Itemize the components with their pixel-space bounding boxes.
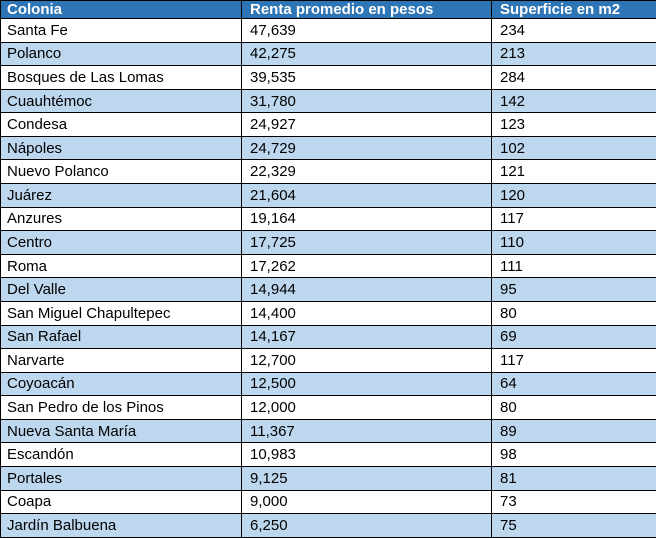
superficie-cell: 69 — [491, 324, 656, 350]
renta-cell: 22,329 — [241, 159, 492, 185]
colonia-cell: Escandón — [0, 442, 242, 467]
renta-cell: 9,000 — [241, 489, 492, 515]
superficie-cell: 284 — [491, 65, 656, 90]
superficie-cell: 213 — [491, 41, 656, 67]
colonia-cell: Jardín Balbuena — [0, 513, 242, 538]
superficie-cell: 111 — [491, 253, 656, 279]
table-row: San Pedro de los Pinos 12,000 80 — [0, 395, 656, 420]
renta-cell: 42,275 — [241, 41, 492, 67]
renta-cell: 47,639 — [241, 18, 492, 43]
colonia-cell: Bosques de Las Lomas — [0, 65, 242, 90]
superficie-cell: 89 — [491, 418, 656, 444]
colonia-cell: Nápoles — [0, 135, 242, 161]
colonia-cell: San Miguel Chapultepec — [0, 300, 242, 326]
colonia-cell: Polanco — [0, 41, 242, 67]
superficie-cell: 73 — [491, 489, 656, 515]
colonia-cell: Coyoacán — [0, 371, 242, 397]
colonia-cell: Nueva Santa María — [0, 418, 242, 444]
superficie-cell: 120 — [491, 183, 656, 208]
renta-cell: 10,983 — [241, 442, 492, 467]
renta-cell: 12,700 — [241, 348, 492, 373]
colonia-cell: San Rafael — [0, 324, 242, 350]
renta-cell: 11,367 — [241, 418, 492, 444]
renta-cell: 17,725 — [241, 230, 492, 255]
superficie-cell: 117 — [491, 206, 656, 232]
table-row: Cuauhtémoc 31,780 142 — [0, 88, 656, 114]
superficie-cell: 64 — [491, 371, 656, 397]
superficie-cell: 110 — [491, 230, 656, 255]
superficie-cell: 102 — [491, 135, 656, 161]
header-row: Colonia Renta promedio en pesos Superficie… — [0, 0, 656, 19]
renta-cell: 14,400 — [241, 300, 492, 326]
column-header-superficie: Superficie en m2 — [491, 0, 656, 19]
superficie-cell: 80 — [491, 395, 656, 420]
superficie-cell: 80 — [491, 300, 656, 326]
table-row: Portales 9,125 81 — [0, 465, 656, 491]
renta-cell: 14,167 — [241, 324, 492, 350]
renta-cell: 19,164 — [241, 206, 492, 232]
table-row: Nueva Santa María 11,367 89 — [0, 418, 656, 444]
table-row: San Rafael 14,167 69 — [0, 324, 656, 350]
superficie-cell: 121 — [491, 159, 656, 185]
table-row: Polanco 42,275 213 — [0, 41, 656, 67]
table-row: Santa Fe 47,639 234 — [0, 18, 656, 43]
table-row: Centro 17,725 110 — [0, 230, 656, 255]
table-row: Roma 17,262 111 — [0, 253, 656, 279]
superficie-cell: 142 — [491, 88, 656, 114]
superficie-cell: 123 — [491, 112, 656, 137]
renta-cell: 14,944 — [241, 277, 492, 302]
table-row: Jardín Balbuena 6,250 75 — [0, 513, 656, 538]
renta-cell: 24,927 — [241, 112, 492, 137]
superficie-cell: 98 — [491, 442, 656, 467]
table-row: Narvarte 12,700 117 — [0, 348, 656, 373]
table-row: Nuevo Polanco 22,329 121 — [0, 159, 656, 185]
table-body: Santa Fe 47,639 234 Polanco 42,275 213 Bosques… — [0, 18, 656, 538]
table-header: Colonia Renta promedio en pesos Superficie… — [0, 0, 656, 19]
renta-cell: 12,000 — [241, 395, 492, 420]
colonia-cell: Nuevo Polanco — [0, 159, 242, 185]
table-row: San Miguel Chapultepec 14,400 80 — [0, 300, 656, 326]
superficie-cell: 81 — [491, 465, 656, 491]
colonia-cell: Juárez — [0, 183, 242, 208]
superficie-cell: 75 — [491, 513, 656, 538]
table-row: Bosques de Las Lomas 39,535 284 — [0, 65, 656, 90]
renta-cell: 9,125 — [241, 465, 492, 491]
colonia-cell: Del Valle — [0, 277, 242, 302]
colonia-cell: Santa Fe — [0, 18, 242, 43]
superficie-cell: 117 — [491, 348, 656, 373]
table-row: Del Valle 14,944 95 — [0, 277, 656, 302]
colonia-cell: Anzures — [0, 206, 242, 232]
superficie-cell: 234 — [491, 18, 656, 43]
colonia-cell: Coapa — [0, 489, 242, 515]
renta-cell: 6,250 — [241, 513, 492, 538]
table-row: Condesa 24,927 123 — [0, 112, 656, 137]
colonia-cell: Condesa — [0, 112, 242, 137]
colonia-cell: Centro — [0, 230, 242, 255]
table-row: Anzures 19,164 117 — [0, 206, 656, 232]
superficie-cell: 95 — [491, 277, 656, 302]
renta-cell: 31,780 — [241, 88, 492, 114]
renta-cell: 12,500 — [241, 371, 492, 397]
column-header-colonia: Colonia — [0, 0, 242, 19]
colonia-cell: Narvarte — [0, 348, 242, 373]
renta-cell: 21,604 — [241, 183, 492, 208]
colonia-cell: Roma — [0, 253, 242, 279]
table-row: Escandón 10,983 98 — [0, 442, 656, 467]
colonia-cell: Portales — [0, 465, 242, 491]
colonia-cell: San Pedro de los Pinos — [0, 395, 242, 420]
table-row: Nápoles 24,729 102 — [0, 135, 656, 161]
table-row: Juárez 21,604 120 — [0, 183, 656, 208]
renta-cell: 24,729 — [241, 135, 492, 161]
renta-cell: 39,535 — [241, 65, 492, 90]
renta-cell: 17,262 — [241, 253, 492, 279]
column-header-renta: Renta promedio en pesos — [241, 0, 492, 19]
table-row: Coyoacán 12,500 64 — [0, 371, 656, 397]
table-row: Coapa 9,000 73 — [0, 489, 656, 515]
colonia-cell: Cuauhtémoc — [0, 88, 242, 114]
